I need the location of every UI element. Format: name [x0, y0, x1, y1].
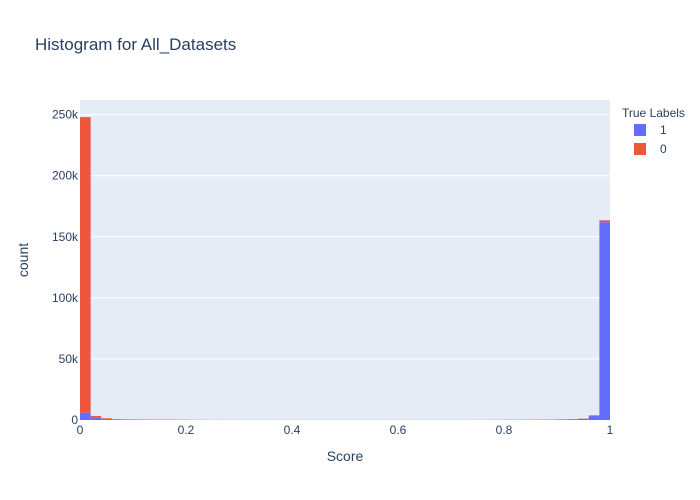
y-tick-label: 50k — [59, 352, 79, 366]
bar-series-0[interactable] — [90, 415, 102, 418]
x-tick-label: 0.4 — [284, 423, 301, 437]
x-tick-label: 0.2 — [178, 423, 195, 437]
y-tick-label: 200k — [52, 169, 79, 183]
bar-series-1[interactable] — [578, 418, 589, 420]
legend-label: 0 — [660, 142, 667, 156]
bar-series-0[interactable] — [80, 117, 91, 413]
gridlines — [80, 114, 610, 360]
bar-series-0[interactable] — [599, 220, 610, 223]
y-tick-label: 100k — [52, 291, 79, 305]
bar-series-1[interactable] — [80, 412, 91, 420]
legend-title: True Labels — [622, 106, 685, 120]
x-tick-label: 0 — [77, 423, 84, 437]
y-tick-label: 250k — [52, 108, 79, 122]
y-tick-label: 150k — [52, 230, 79, 244]
bar-series-1[interactable] — [567, 419, 579, 420]
legend-items[interactable]: 10 — [634, 123, 667, 156]
legend-label: 1 — [660, 123, 667, 137]
x-axis-ticks: 0 0.2 0.4 0.6 0.8 1 — [77, 423, 614, 437]
bar-series-0[interactable] — [101, 418, 112, 420]
bar-series-1[interactable] — [588, 415, 600, 420]
legend-item-1[interactable]: 1 — [634, 123, 667, 137]
legend-swatch — [634, 124, 646, 136]
x-tick-label: 0.8 — [496, 423, 513, 437]
y-axis-ticks: 0 50k 100k 150k 200k 250k — [52, 108, 79, 427]
bar-series-1[interactable] — [599, 222, 610, 420]
legend-item-0[interactable]: 0 — [634, 142, 667, 156]
legend-swatch — [634, 143, 646, 155]
x-axis-title: Score — [327, 448, 364, 464]
plot-area — [80, 100, 610, 420]
y-axis-title: count — [15, 243, 31, 277]
bar-series-1[interactable] — [101, 419, 112, 420]
x-tick-label: 1 — [607, 423, 614, 437]
y-tick-label: 0 — [71, 413, 78, 427]
histogram-bars[interactable] — [80, 117, 610, 420]
legend[interactable]: True Labels 10 — [622, 106, 685, 156]
chart-title: Histogram for All_Datasets — [35, 35, 236, 54]
bar-series-1[interactable] — [90, 417, 102, 420]
x-tick-label: 0.6 — [390, 423, 407, 437]
